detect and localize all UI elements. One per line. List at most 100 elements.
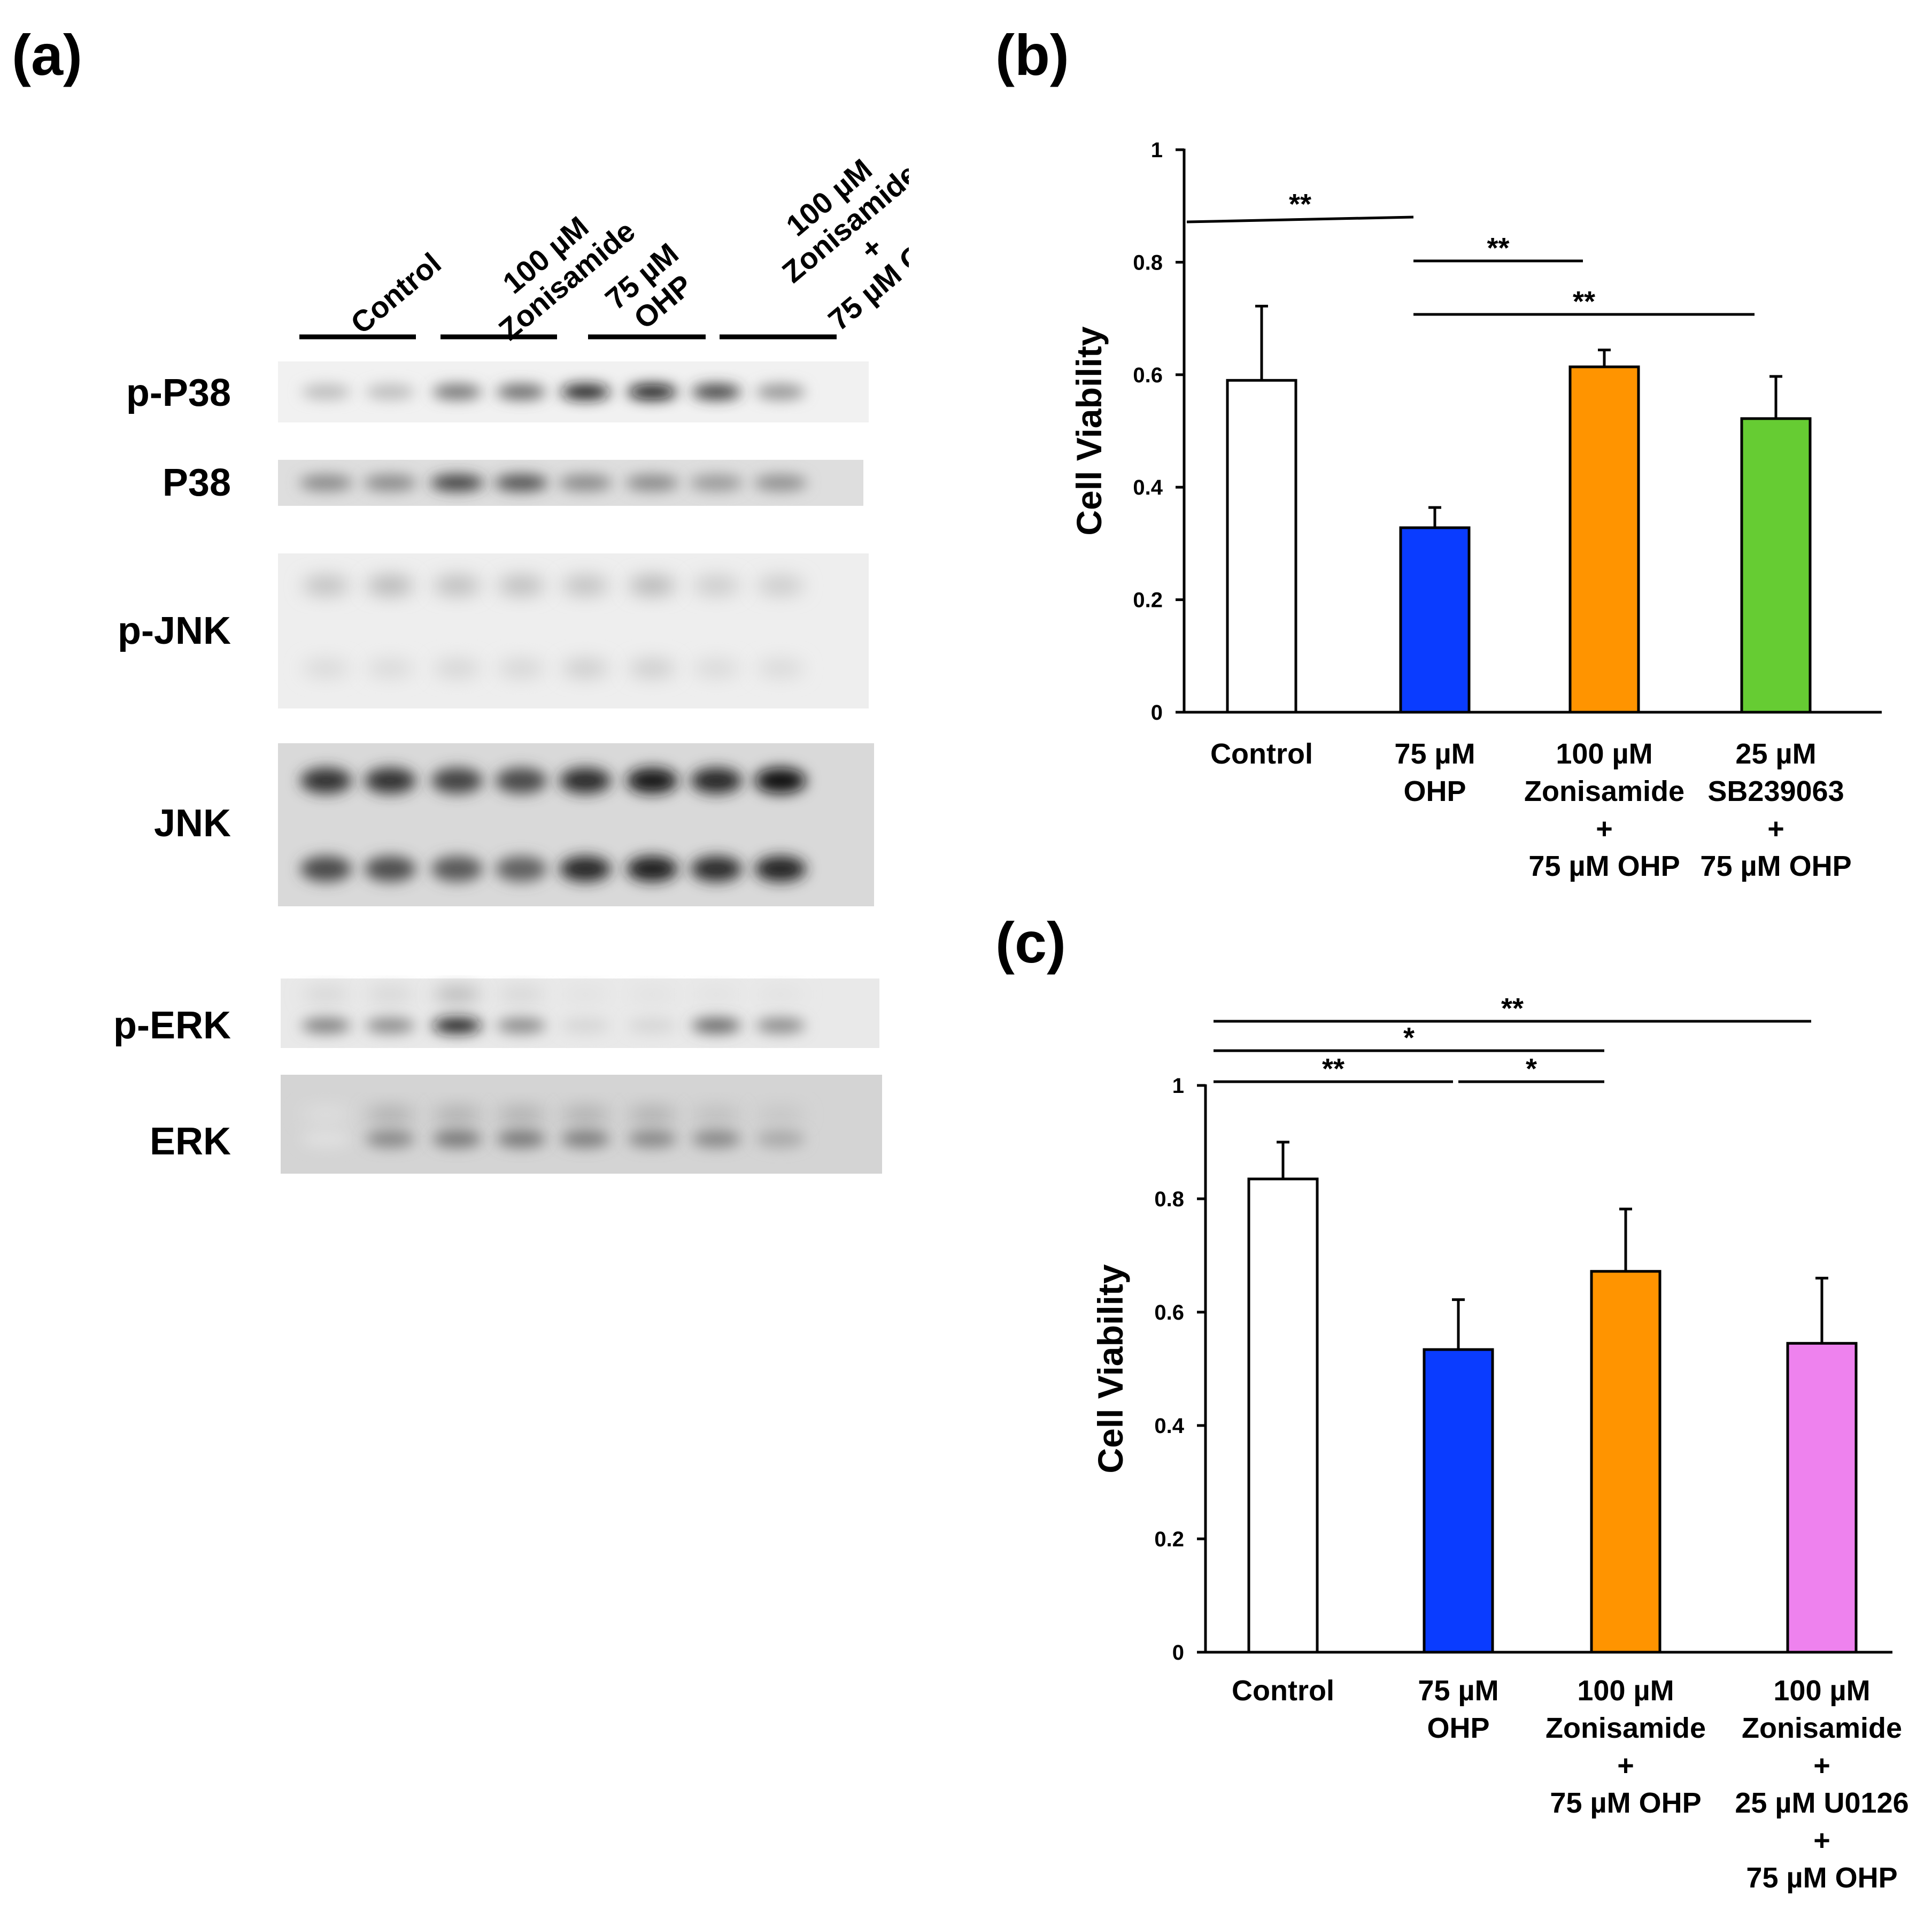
blot-band [562, 576, 609, 595]
blot-band [691, 768, 742, 793]
blot-label: ERK [150, 1120, 231, 1163]
significance-label: ** [1487, 232, 1509, 264]
blot-row: P38 [163, 460, 863, 506]
blot-row: p-ERK [113, 978, 879, 1048]
bar [1590, 1270, 1661, 1654]
blot-band [497, 1107, 546, 1122]
blot-band [497, 1018, 546, 1033]
blot-band [302, 1107, 351, 1122]
blot-strip [278, 743, 874, 906]
bar [1423, 1348, 1494, 1654]
y-tick-label: 0.4 [1154, 1414, 1184, 1438]
blot-band [494, 475, 548, 491]
blot-label: P38 [163, 461, 231, 504]
blot-band [432, 1107, 482, 1122]
blot-band [755, 856, 806, 882]
blot-band [367, 988, 414, 1001]
blot-band [627, 856, 678, 882]
y-tick-label: 1 [1151, 138, 1163, 162]
blot-band [498, 576, 545, 595]
lane-group-label: 100 µMZonisamide [471, 188, 642, 346]
significance-label: * [1403, 1022, 1415, 1054]
bar [1740, 417, 1812, 714]
lane-group-label: 100 µMZonisamide+75 µM OHP [754, 131, 909, 340]
blot-band [693, 988, 740, 1001]
blot-band [693, 659, 740, 678]
blot-band [754, 475, 807, 491]
blot-band [691, 856, 742, 882]
blot-band [561, 1107, 610, 1122]
blot-band [432, 1018, 482, 1033]
blot-label: p-JNK [118, 610, 231, 652]
blot-band [756, 1107, 805, 1122]
blot-band [496, 768, 547, 793]
blot-band [366, 1107, 415, 1122]
blot-band [562, 659, 609, 678]
blot-strip [281, 1075, 882, 1174]
blot-row: p-JNK [118, 553, 869, 708]
blot-band [303, 659, 350, 678]
significance-line [1186, 215, 1414, 224]
y-tick-label: 0 [1151, 701, 1163, 725]
blot-band [561, 1130, 610, 1147]
y-tick-label: 0.6 [1133, 364, 1163, 387]
blot-band [366, 384, 415, 399]
blot-band [757, 576, 804, 595]
bar [1568, 365, 1640, 714]
blot-label: JNK [154, 802, 231, 845]
blot-band [561, 1018, 610, 1033]
blot-label: p-P38 [126, 372, 231, 414]
blot-band [430, 475, 484, 491]
bar [1786, 1342, 1858, 1654]
y-tick-label: 0.2 [1154, 1528, 1184, 1551]
blot-band [300, 856, 352, 882]
x-tick-label: 100 µM Zonisamide +75 µM OHP [1545, 1675, 1706, 1819]
blot-band [302, 1018, 351, 1033]
blot-band [434, 988, 481, 1001]
blot-row: ERK [150, 1075, 882, 1174]
blot-band [562, 988, 609, 1001]
blot-band [627, 768, 678, 793]
y-axis-label: Cell Viability [1069, 326, 1109, 536]
blot-band [367, 576, 414, 595]
x-tick-label: 100 µM Zonisamide +25 µM U0126 +75 µM OHP [1735, 1675, 1908, 1894]
blot-band [757, 988, 804, 1001]
bar [1399, 526, 1471, 714]
blot-label: p-ERK [113, 1004, 231, 1047]
blot-band [434, 576, 481, 595]
blot-band [690, 475, 743, 491]
bar [1226, 379, 1297, 714]
blot-band [692, 1107, 741, 1122]
blot-row: p-P38 [126, 361, 869, 422]
x-tick-label: 100 µM Zonisamide +75 µM OHP [1524, 738, 1684, 882]
blot-band [431, 768, 483, 793]
x-tick-label: Control [1210, 738, 1313, 770]
blot-band [367, 659, 414, 678]
blot-band [302, 384, 351, 399]
blot-band [434, 659, 481, 678]
blot-band [629, 659, 676, 678]
bar [1247, 1177, 1319, 1654]
blot-band [366, 1018, 415, 1033]
y-tick-label: 0 [1172, 1641, 1184, 1665]
blot-band [628, 1107, 677, 1122]
blot-band [559, 475, 612, 491]
blot-band [303, 576, 350, 595]
blot-band [365, 768, 416, 793]
blot-row: JNK [154, 743, 874, 906]
significance-label: ** [1573, 286, 1595, 318]
blot-band [756, 1018, 805, 1033]
blot-band [498, 988, 545, 1001]
blot-band [561, 384, 610, 399]
blot-band [303, 988, 350, 1001]
x-tick-label: 75 µM OHP [1418, 1675, 1498, 1744]
blot-band [756, 1130, 805, 1147]
blot-band [756, 384, 805, 399]
bar-chart-b: Cell Viability 0 0.2 0.4 0.6 0.8 1 Control 75 µM… [1069, 138, 1882, 882]
lane-group-label: Control [344, 246, 447, 340]
significance-label: ** [1322, 1053, 1344, 1085]
significance-label: ** [1501, 992, 1524, 1024]
y-tick-label: 0.6 [1154, 1301, 1184, 1324]
significance-label: ** [1289, 188, 1311, 220]
